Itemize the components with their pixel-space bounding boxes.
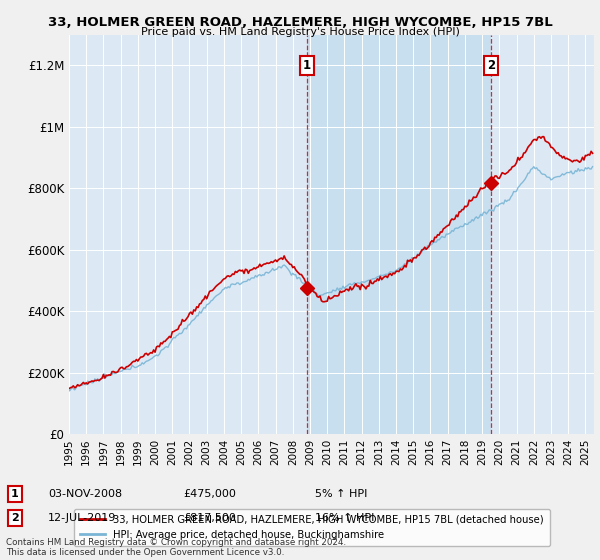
Text: 03-NOV-2008: 03-NOV-2008: [48, 489, 122, 499]
Text: 16% ↑ HPI: 16% ↑ HPI: [315, 513, 374, 523]
Text: 33, HOLMER GREEN ROAD, HAZLEMERE, HIGH WYCOMBE, HP15 7BL: 33, HOLMER GREEN ROAD, HAZLEMERE, HIGH W…: [47, 16, 553, 29]
Text: 2: 2: [487, 59, 496, 72]
Bar: [307, 35, 491, 434]
Text: £475,000: £475,000: [183, 489, 236, 499]
Text: 12-JUL-2019: 12-JUL-2019: [48, 513, 116, 523]
Text: £817,500: £817,500: [183, 513, 236, 523]
Text: 1: 1: [303, 59, 311, 72]
Legend: 33, HOLMER GREEN ROAD, HAZLEMERE, HIGH WYCOMBE, HP15 7BL (detached house), HPI: : 33, HOLMER GREEN ROAD, HAZLEMERE, HIGH W…: [74, 509, 550, 546]
Text: Contains HM Land Registry data © Crown copyright and database right 2024.
This d: Contains HM Land Registry data © Crown c…: [6, 538, 346, 557]
Text: Price paid vs. HM Land Registry's House Price Index (HPI): Price paid vs. HM Land Registry's House …: [140, 27, 460, 37]
Text: 2: 2: [11, 513, 19, 523]
Text: 1: 1: [11, 489, 19, 499]
Text: 5% ↑ HPI: 5% ↑ HPI: [315, 489, 367, 499]
